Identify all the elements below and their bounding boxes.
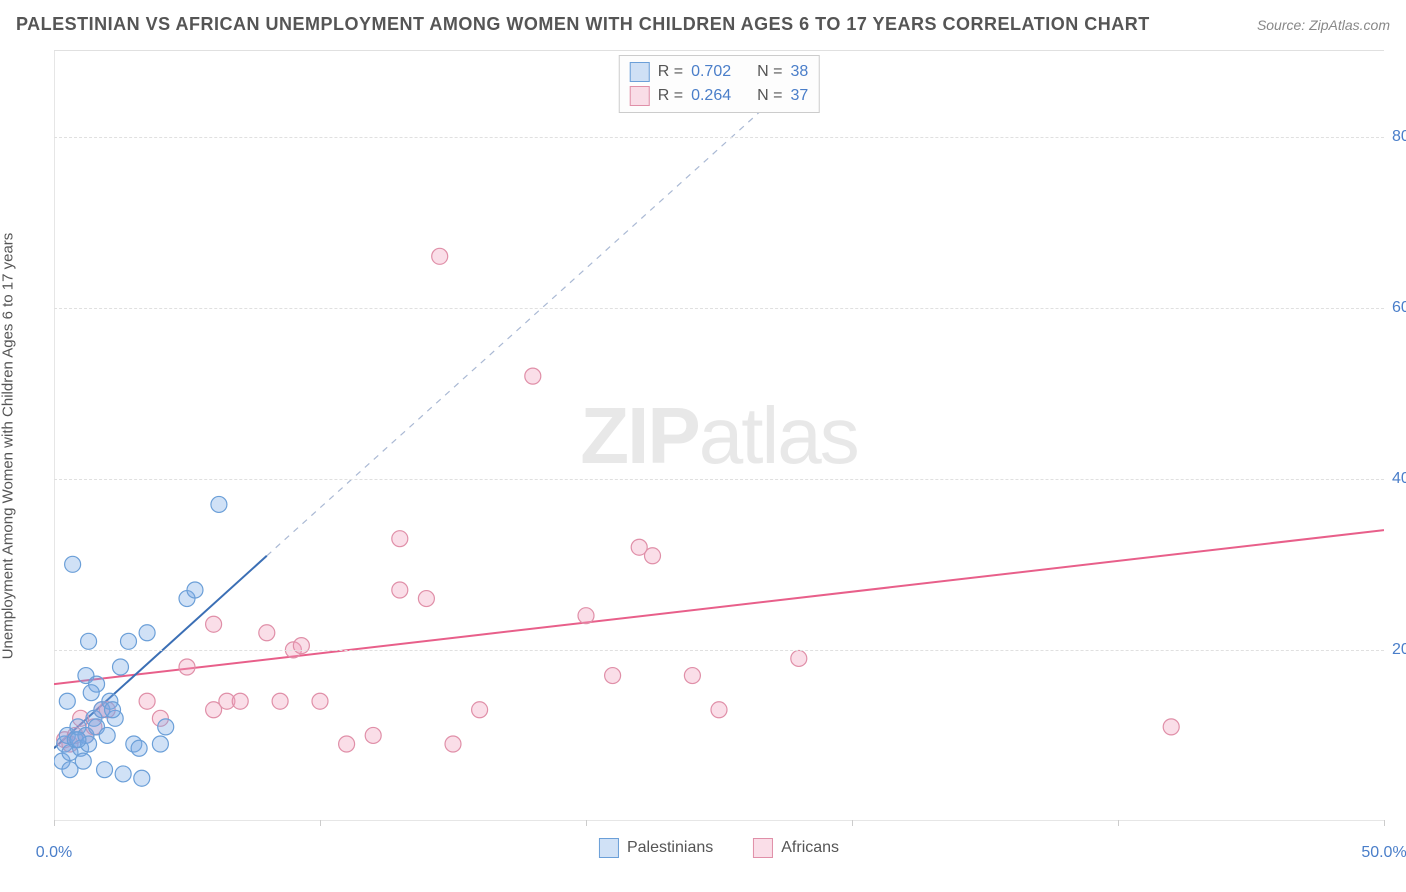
y-tick-label: 80.0% <box>1392 128 1406 146</box>
data-point <box>83 685 99 701</box>
data-point <box>418 591 434 607</box>
chart-area: ZIPatlas R = 0.702 N = 38 R = 0.264 N = … <box>54 50 1384 820</box>
data-point <box>339 736 355 752</box>
grid-line <box>54 479 1384 480</box>
data-point <box>105 702 121 718</box>
data-point <box>525 368 541 384</box>
scatter-plot-svg <box>54 51 1384 821</box>
data-point <box>59 693 75 709</box>
data-point <box>81 633 97 649</box>
data-point <box>206 616 222 632</box>
data-point <box>187 582 203 598</box>
data-point <box>392 531 408 547</box>
data-point <box>293 638 309 654</box>
data-point <box>578 608 594 624</box>
data-point <box>1163 719 1179 735</box>
data-point <box>791 650 807 666</box>
data-point <box>684 668 700 684</box>
grid-line <box>54 308 1384 309</box>
stats-row-palestinians: R = 0.702 N = 38 <box>630 60 809 84</box>
data-point <box>472 702 488 718</box>
data-point <box>272 693 288 709</box>
data-point <box>62 762 78 778</box>
swatch-africans-icon <box>630 86 650 106</box>
x-tick <box>1384 820 1385 826</box>
data-point <box>711 702 727 718</box>
x-tick-label: 0.0% <box>36 844 72 862</box>
data-point <box>99 727 115 743</box>
data-point <box>179 659 195 675</box>
data-point <box>211 496 227 512</box>
data-point <box>232 693 248 709</box>
x-tick <box>1118 820 1119 826</box>
legend-palestinians: Palestinians <box>599 838 713 858</box>
data-point <box>312 693 328 709</box>
data-point <box>432 248 448 264</box>
y-tick-label: 20.0% <box>1392 641 1406 659</box>
chart-title: PALESTINIAN VS AFRICAN UNEMPLOYMENT AMON… <box>16 14 1150 35</box>
data-point <box>365 727 381 743</box>
data-point <box>392 582 408 598</box>
data-point <box>139 625 155 641</box>
data-point <box>645 548 661 564</box>
data-point <box>113 659 129 675</box>
data-point <box>65 556 81 572</box>
n-value-palestinians: 38 <box>790 63 808 81</box>
r-value-palestinians: 0.702 <box>691 63 731 81</box>
source-label: Source: ZipAtlas.com <box>1257 17 1390 33</box>
y-tick-label: 40.0% <box>1392 470 1406 488</box>
stats-row-africans: R = 0.264 N = 37 <box>630 84 809 108</box>
legend-africans: Africans <box>753 838 839 858</box>
y-tick-label: 60.0% <box>1392 299 1406 317</box>
r-value-africans: 0.264 <box>691 87 731 105</box>
data-point <box>259 625 275 641</box>
x-tick-label: 50.0% <box>1361 844 1406 862</box>
data-point <box>120 633 136 649</box>
swatch-palestinians-icon <box>599 838 619 858</box>
data-point <box>97 762 113 778</box>
x-tick <box>852 820 853 826</box>
data-point <box>70 732 86 748</box>
data-point <box>605 668 621 684</box>
data-point <box>152 736 168 752</box>
series-legend: Palestinians Africans <box>599 838 839 858</box>
data-point <box>131 740 147 756</box>
swatch-africans-icon <box>753 838 773 858</box>
data-point <box>134 770 150 786</box>
stats-legend: R = 0.702 N = 38 R = 0.264 N = 37 <box>619 55 820 113</box>
x-tick <box>586 820 587 826</box>
x-tick <box>54 820 55 826</box>
x-tick <box>320 820 321 826</box>
swatch-palestinians-icon <box>630 62 650 82</box>
data-point <box>139 693 155 709</box>
data-point <box>445 736 461 752</box>
n-value-africans: 37 <box>790 87 808 105</box>
grid-line <box>54 137 1384 138</box>
data-point <box>115 766 131 782</box>
data-point <box>158 719 174 735</box>
grid-line <box>54 650 1384 651</box>
